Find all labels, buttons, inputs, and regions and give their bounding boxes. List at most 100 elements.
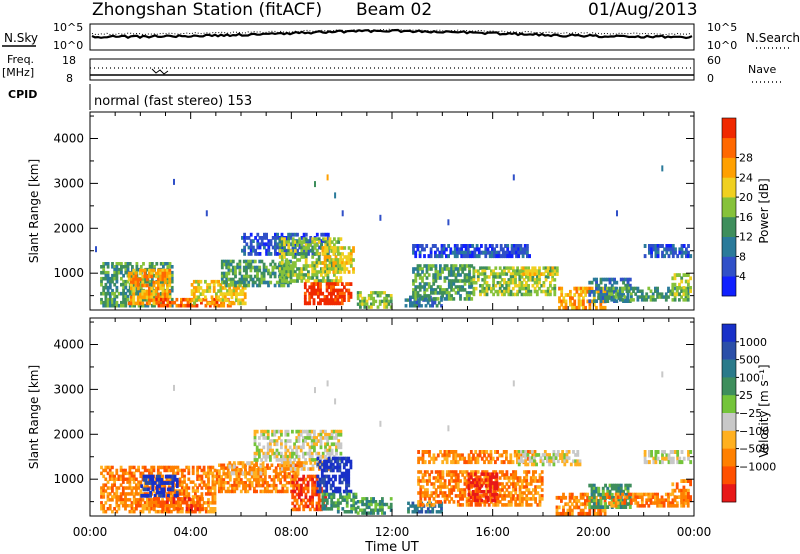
velocity-cell <box>411 510 415 514</box>
velocity-cell <box>372 497 375 501</box>
power-cell <box>638 289 642 293</box>
power-cell <box>251 283 255 288</box>
velocity-cell <box>297 436 301 440</box>
power-cell <box>161 283 165 288</box>
velocity-cell <box>498 482 502 486</box>
power-cell <box>363 302 367 306</box>
velocity-cell <box>324 432 327 437</box>
power-cell <box>139 279 143 284</box>
power-cell <box>273 274 277 279</box>
power-cell <box>280 252 284 256</box>
power-cell <box>645 292 649 296</box>
power-cell <box>604 296 607 300</box>
velocity-cell <box>181 497 185 502</box>
power-cell <box>220 300 223 305</box>
velocity-cell <box>128 492 132 496</box>
power-cell <box>166 295 169 300</box>
velocity-cell <box>550 456 554 460</box>
velocity-cell <box>514 497 518 501</box>
velocity-cell <box>293 498 297 503</box>
velocity-cell <box>339 429 343 434</box>
power-cell <box>601 296 605 300</box>
velocity-cell <box>141 507 145 511</box>
power-cell <box>319 282 322 286</box>
velocity-cell <box>324 429 327 434</box>
velocity-cell <box>428 500 431 504</box>
velocity-cell <box>376 508 380 512</box>
power-cell <box>148 298 151 303</box>
power-cell <box>613 290 616 294</box>
power-cell <box>610 277 614 282</box>
velocity-cell <box>345 510 349 514</box>
velocity-cell <box>202 507 206 511</box>
velocity-cell <box>156 471 160 476</box>
power-cell <box>254 236 257 240</box>
velocity-cell <box>291 467 295 471</box>
power-cell <box>228 289 232 293</box>
power-cell <box>159 262 163 266</box>
velocity-cell <box>448 479 451 483</box>
velocity-cell <box>255 481 258 485</box>
velocity-cell <box>507 460 510 465</box>
power-cell <box>479 266 482 270</box>
power-cell <box>247 245 251 250</box>
velocity-cell <box>295 486 299 491</box>
power-cell <box>456 267 460 271</box>
power-cell <box>278 252 282 256</box>
velocity-cell <box>235 475 239 479</box>
power-cell <box>304 261 308 265</box>
velocity-cell <box>498 453 502 458</box>
velocity-cell <box>372 511 375 515</box>
power-cell <box>504 250 507 255</box>
power-cell <box>243 236 246 240</box>
velocity-cell <box>228 461 232 466</box>
power-cell <box>239 301 243 306</box>
velocity-cell <box>194 501 197 505</box>
power-cell <box>445 264 449 268</box>
velocity-cell <box>306 451 310 456</box>
power-cell <box>245 265 248 270</box>
power-cell <box>485 284 489 288</box>
velocity-cell <box>155 484 159 489</box>
velocity-cell <box>194 489 197 493</box>
power-cell <box>445 267 449 271</box>
velocity-cell <box>209 489 213 493</box>
power-cell <box>278 243 282 247</box>
velocity-cell <box>308 429 312 434</box>
velocity-cell <box>248 486 252 491</box>
power-cell <box>150 295 154 300</box>
velocity-cell <box>474 456 478 461</box>
velocity-cell <box>148 509 151 514</box>
velocity-cell <box>170 468 173 473</box>
velocity-cell <box>310 429 314 434</box>
power-cell <box>334 270 338 274</box>
velocity-cell <box>220 489 223 494</box>
velocity-cell <box>489 490 492 494</box>
power-cell <box>447 267 451 271</box>
velocity-cell <box>115 492 119 496</box>
velocity-cell <box>461 494 465 498</box>
power-cell <box>468 285 471 289</box>
velocity-cell <box>465 482 469 486</box>
velocity-cell <box>253 458 257 462</box>
velocity-cell <box>111 489 114 493</box>
velocity-cell <box>476 460 480 465</box>
velocity-cell <box>111 465 114 470</box>
power-cell <box>542 266 546 270</box>
velocity-cell <box>334 489 337 494</box>
power-cell <box>483 275 487 279</box>
power-cell <box>269 274 273 279</box>
power-cell <box>546 292 550 297</box>
power-cell <box>154 289 158 294</box>
power-cell <box>124 265 128 269</box>
power-cell <box>522 269 526 273</box>
power-cell <box>493 250 496 255</box>
velocity-cell <box>196 474 199 479</box>
power-cell <box>312 285 316 290</box>
power-cell <box>195 286 198 290</box>
power-cell <box>595 299 598 303</box>
velocity-cell <box>440 504 443 508</box>
power-cell <box>336 288 340 293</box>
power-cell <box>159 303 163 308</box>
power-cell <box>262 265 266 270</box>
